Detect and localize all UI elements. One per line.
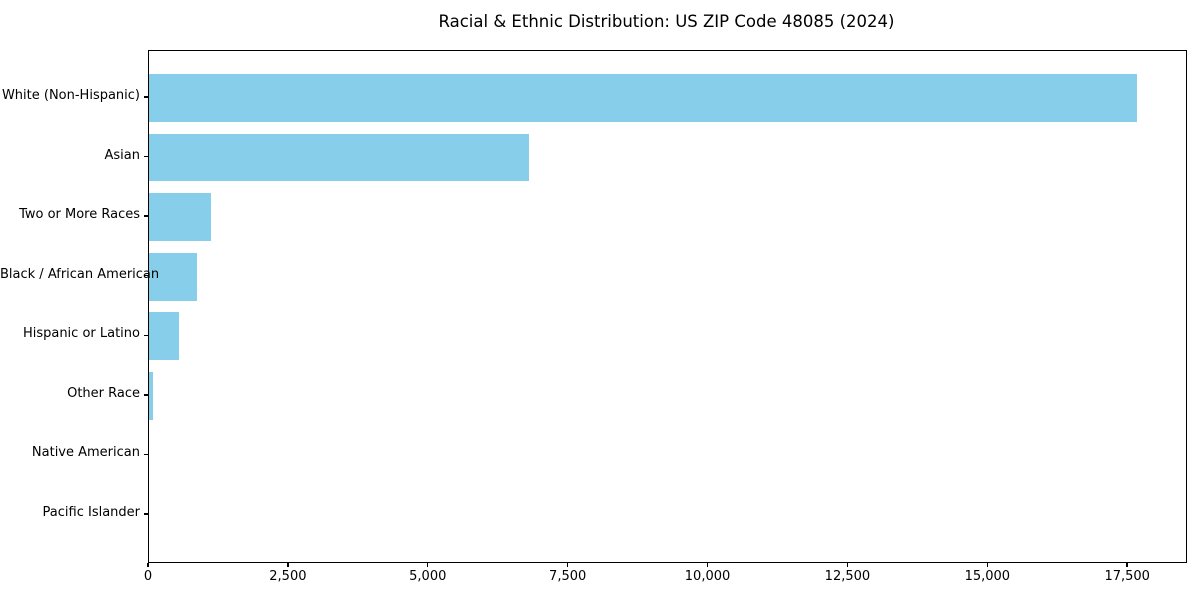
- x-tick: [427, 562, 429, 567]
- plot-area: [148, 50, 1187, 563]
- y-tick: [144, 96, 148, 98]
- bar-black-african-american: [149, 252, 198, 301]
- bar-white-non-hispanic: [149, 74, 1137, 122]
- x-tick-label: 10,000: [684, 569, 731, 584]
- x-tick: [1126, 562, 1128, 567]
- y-tick-label: White (Non-Hispanic): [1, 88, 140, 104]
- x-tick-label: 0: [143, 569, 153, 584]
- x-tick: [147, 562, 149, 567]
- bar-hispanic-or-latino: [149, 312, 180, 361]
- y-tick: [144, 394, 148, 396]
- x-tick-label: 12,500: [824, 569, 871, 584]
- y-tick: [144, 334, 148, 336]
- x-tick-label: 17,500: [1104, 569, 1150, 584]
- x-tick: [566, 562, 569, 567]
- y-tick-label: Hispanic or Latino: [22, 326, 140, 342]
- bar-two-or-more-races: [149, 193, 211, 241]
- x-tick-label: 2,500: [269, 569, 307, 584]
- x-tick: [986, 562, 988, 567]
- y-tick-label: Other Race: [67, 385, 140, 401]
- y-tick: [144, 275, 148, 277]
- x-tick: [706, 562, 709, 567]
- y-tick: [144, 215, 148, 217]
- y-tick: [144, 453, 148, 456]
- x-tick-label: 7,500: [549, 569, 587, 584]
- y-tick: [144, 155, 148, 158]
- y-tick-label: Two or More Races: [19, 207, 140, 223]
- x-tick-label: 15,000: [964, 569, 1011, 584]
- y-tick-label: Pacific Islander: [42, 504, 140, 520]
- x-tick: [287, 562, 289, 567]
- y-tick-label: Black / African American: [0, 266, 160, 282]
- bar-asian: [149, 133, 529, 182]
- y-tick-label: Asian: [104, 147, 140, 163]
- chart-title: Racial & Ethnic Distribution: US ZIP Cod…: [438, 12, 895, 31]
- bar-other-race: [149, 372, 154, 420]
- x-tick: [846, 562, 849, 567]
- y-tick-label: Native American: [31, 445, 140, 461]
- x-tick-label: 5,000: [409, 569, 447, 584]
- y-tick: [144, 513, 148, 515]
